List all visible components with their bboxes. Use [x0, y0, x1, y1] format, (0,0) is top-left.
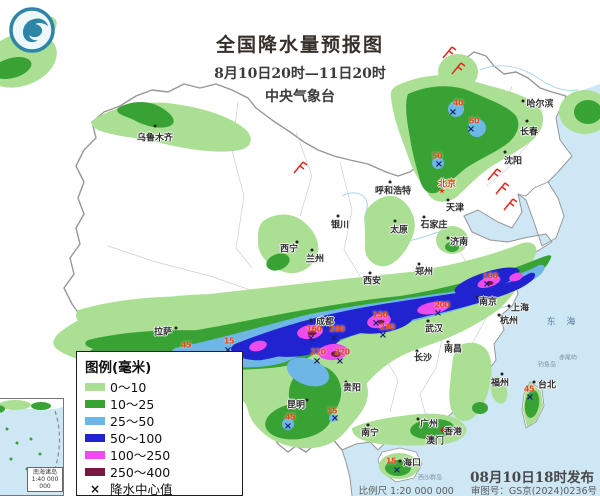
legend-item: 0～10 [85, 378, 234, 395]
map-scale: 比例尺 1:20 000 000 [358, 486, 454, 496]
korea-border [517, 181, 549, 197]
legend-item-label: 25～50 [110, 414, 155, 429]
cma-logo-icon [9, 7, 55, 53]
legend-item-label: 0～10 [110, 380, 147, 395]
legend-swatch [85, 399, 105, 408]
legend-swatch [85, 382, 105, 391]
publish-time: 08月10日18时发布 [470, 470, 594, 486]
legend-item: 250～400 [85, 463, 234, 480]
legend-item: 100～250 [85, 446, 234, 463]
legend-swatch [85, 433, 105, 442]
inset-scale: 1:40 000 000 [31, 476, 59, 490]
legend-panel: 图例(毫米) 0～10 10～25 25～50 50～100 100～250 250～40… [76, 351, 243, 496]
precip-center-label: 降水中心值 [110, 482, 173, 496]
approval-number: 审图号：GS京(2024)0236号 [470, 486, 597, 496]
legend-title: 图例(毫米) [85, 360, 152, 376]
legend-center-row: × 降水中心值 [85, 480, 234, 496]
legend-item-label: 250～400 [110, 465, 171, 480]
legend-item: 25～50 [85, 412, 234, 429]
precip-center-mark: × [89, 481, 101, 496]
legend-item-label: 100～250 [110, 448, 171, 463]
inset-caption: 南海诸岛 1:40 000 000 [27, 467, 63, 492]
south-china-sea-inset: 南海诸岛 1:40 000 000 [0, 398, 64, 496]
legend-item-label: 10～25 [110, 397, 155, 412]
legend-item-label: 50～100 [110, 431, 163, 446]
legend-items: 0～10 10～25 25～50 50～100 100～250 250～400 [85, 378, 234, 480]
inset-title: 南海诸岛 [32, 469, 57, 476]
precip-level-6 [307, 281, 494, 357]
legend-item: 10～25 [85, 395, 234, 412]
legend-item: 50～100 [85, 429, 234, 446]
legend-swatch [85, 450, 105, 459]
legend-swatch [85, 416, 105, 425]
legend-swatch [85, 467, 105, 476]
map-meta-line: 比例尺 1:20 000 000 审图号：GS京(2024)0236号 [345, 483, 597, 496]
